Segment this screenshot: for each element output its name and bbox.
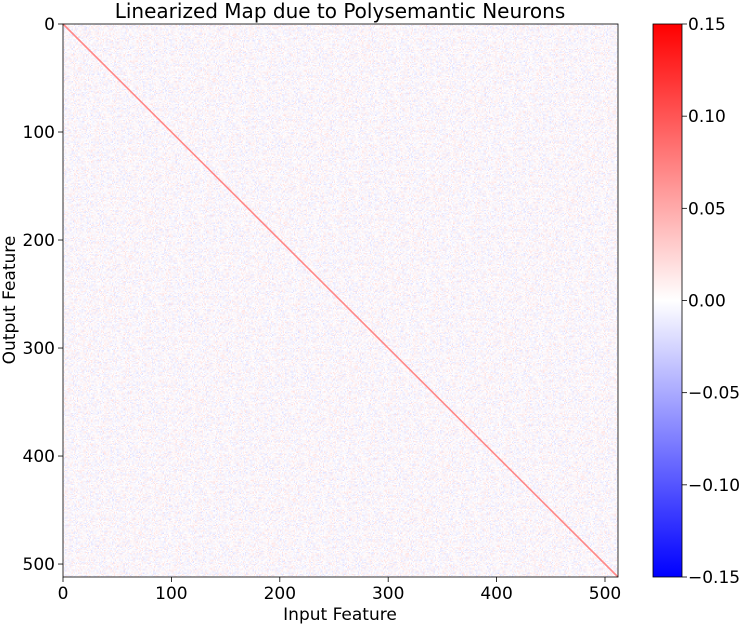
y-axis-ticks: 0 100 200 300 400 500 xyxy=(23,15,63,575)
x-tick-label: 100 xyxy=(155,584,187,604)
heatmap-diagonal xyxy=(62,23,619,578)
colorbar-tick-label: 0.15 xyxy=(688,15,726,35)
colorbar-tick-label: −0.10 xyxy=(688,476,740,496)
colorbar-tick-label: 0.10 xyxy=(688,107,726,127)
colorbar-tick-label: 0.05 xyxy=(688,199,726,219)
colorbar-tick-label: −0.05 xyxy=(688,384,740,404)
colorbar-gradient xyxy=(652,23,683,578)
x-axis-label: Input Feature xyxy=(283,605,397,624)
y-tick-label: 100 xyxy=(23,123,55,143)
y-tick-label: 400 xyxy=(23,447,55,467)
y-tick-label: 200 xyxy=(23,231,55,251)
y-tick-label: 500 xyxy=(23,555,55,575)
colorbar: 0.15 0.10 0.05 0.00 −0.05 −0.10 −0.15 xyxy=(652,15,740,588)
colorbar-tick-label: −0.15 xyxy=(688,568,740,588)
plot-frame xyxy=(62,23,619,578)
x-axis-ticks: 0 100 200 300 400 500 xyxy=(58,577,621,604)
x-tick-label: 300 xyxy=(372,584,404,604)
heatmap-plot-area xyxy=(62,23,619,578)
colorbar-tick-label: 0.00 xyxy=(688,292,726,312)
x-tick-label: 500 xyxy=(589,584,621,604)
y-tick-label: 0 xyxy=(44,15,55,35)
chart-title: Linearized Map due to Polysemantic Neuro… xyxy=(115,0,566,23)
x-tick-label: 200 xyxy=(264,584,296,604)
x-tick-label: 0 xyxy=(58,584,69,604)
colorbar-ticks: 0.15 0.10 0.05 0.00 −0.05 −0.10 −0.15 xyxy=(682,15,740,588)
x-tick-label: 400 xyxy=(480,584,512,604)
y-axis-label: Output Feature xyxy=(0,236,20,365)
y-tick-label: 300 xyxy=(23,339,55,359)
